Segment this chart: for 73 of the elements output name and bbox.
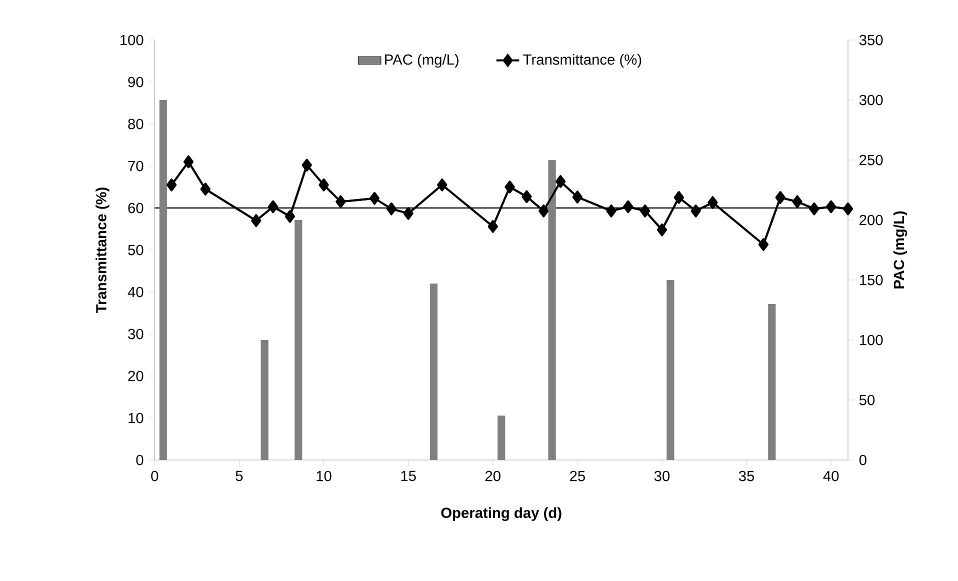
y2-axis-title: PAC (mg/L): [893, 211, 908, 288]
point: [606, 204, 616, 218]
point: [792, 195, 802, 208]
y-tick-label: 10: [128, 412, 144, 424]
y-tick-label: 60: [128, 202, 144, 214]
point: [284, 210, 295, 223]
legend-label: PAC (mg/L): [385, 54, 458, 68]
bar: [498, 416, 506, 460]
point: [708, 196, 718, 209]
bar: [548, 160, 556, 460]
y-tick-label: 70: [128, 160, 144, 172]
y2-tick-label: 150: [860, 274, 883, 286]
point: [302, 158, 312, 172]
y-tick-label: 100: [120, 34, 144, 46]
bar: [666, 280, 674, 460]
legend-label: Transmittance (%): [523, 54, 642, 68]
point: [488, 220, 498, 233]
bar: [430, 284, 438, 460]
point: [842, 202, 853, 216]
point: [318, 178, 329, 192]
point: [656, 224, 667, 236]
point: [826, 200, 836, 214]
point: [809, 202, 820, 216]
point: [386, 202, 396, 216]
y2-tick-label: 200: [860, 214, 883, 226]
point: [775, 191, 786, 204]
point: [758, 238, 768, 251]
point: [251, 214, 262, 227]
bar: [159, 100, 167, 460]
point: [572, 190, 582, 204]
y-tick-label: 40: [128, 286, 144, 298]
point: [504, 180, 515, 194]
point: [556, 175, 566, 188]
bar: [260, 340, 268, 460]
y-tick-label: 90: [128, 76, 144, 88]
y2-tick-label: 250: [860, 154, 883, 166]
y-tick-label: 50: [128, 244, 144, 256]
y-axis-title: Transmittance (%): [96, 188, 110, 313]
point: [437, 178, 448, 192]
x-tick-label: 35: [738, 470, 754, 482]
point: [623, 200, 634, 214]
x-tick-label: 10: [316, 470, 332, 482]
x-tick-label: 5: [236, 470, 243, 482]
y2-tick-label: 100: [860, 334, 883, 346]
x-tick-label: 30: [654, 470, 670, 482]
x-tick-label: 20: [485, 470, 500, 482]
x-tick-label: 40: [823, 470, 839, 482]
y2-tick-label: 300: [859, 94, 883, 106]
point: [674, 191, 684, 204]
point: [403, 207, 414, 220]
y-tick-label: 20: [128, 370, 144, 382]
point: [336, 195, 346, 208]
y-tick-label: 30: [128, 328, 144, 340]
x-axis-title: Operating day (d): [441, 507, 562, 522]
x-tick-label: 0: [151, 470, 158, 482]
point: [200, 182, 210, 196]
y2-tick-label: 0: [859, 454, 866, 466]
point: [538, 204, 549, 218]
point: [640, 204, 650, 218]
point: [522, 190, 532, 203]
point: [268, 200, 278, 214]
y2-tick-label: 350: [859, 34, 883, 46]
bar: [768, 304, 776, 460]
x-tick-label: 25: [570, 470, 585, 482]
point: [370, 192, 380, 205]
y2-tick-label: 50: [859, 394, 875, 406]
point: [183, 155, 194, 168]
point: [690, 204, 701, 218]
y-tick-label: 80: [128, 118, 144, 130]
y-tick-label: 0: [136, 454, 144, 466]
point: [166, 178, 177, 192]
bar: [294, 220, 302, 460]
x-tick-label: 15: [401, 470, 416, 482]
